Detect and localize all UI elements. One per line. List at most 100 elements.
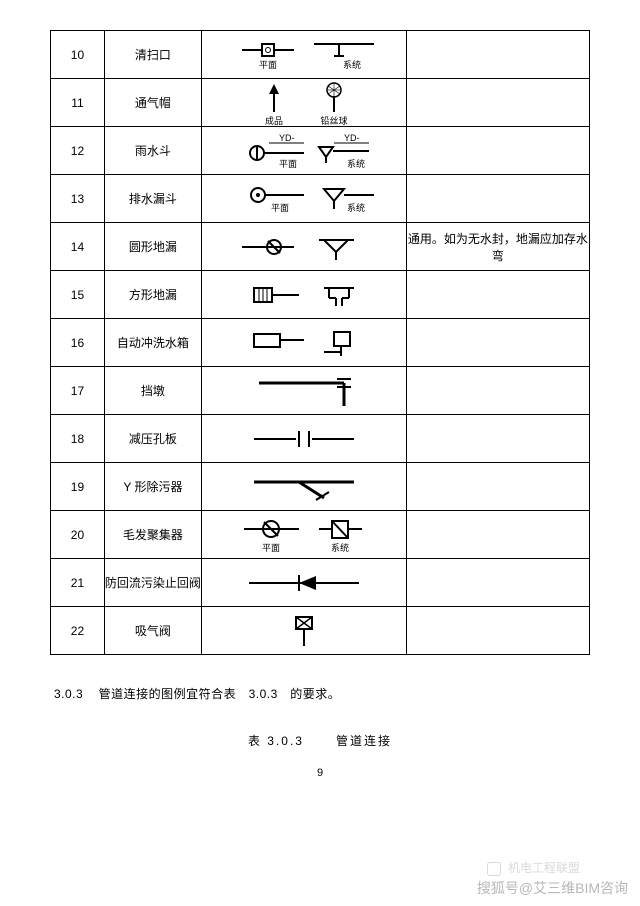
cell-symbol [201, 607, 406, 655]
rain-hopper-icon: YD- 平面 YD- 系统 [219, 129, 389, 173]
table-row: 17 挡墩 [51, 367, 590, 415]
document-page: 10 清扫口 平面 系统 11 通气帽 成品 [0, 0, 640, 779]
table-row: 15 方形地漏 [51, 271, 590, 319]
cell-num: 11 [51, 79, 105, 127]
hair-trap-icon: 平面 系统 [224, 513, 384, 557]
cell-num: 14 [51, 223, 105, 271]
thrust-block-icon [224, 371, 384, 411]
cell-note [406, 175, 589, 223]
auto-flush-tank-icon [224, 324, 384, 362]
vent-cap-icon: 成品 铅丝球 [224, 80, 384, 126]
cell-symbol [201, 319, 406, 367]
drain-funnel-icon: 平面 系统 [224, 179, 384, 219]
table-row: 13 排水漏斗 平面 系统 [51, 175, 590, 223]
cell-note [406, 607, 589, 655]
svg-text:系统: 系统 [343, 59, 361, 70]
cell-symbol [201, 559, 406, 607]
cell-symbol [201, 271, 406, 319]
cell-name: 雨水斗 [104, 127, 201, 175]
square-floor-drain-icon [224, 278, 384, 312]
cell-num: 18 [51, 415, 105, 463]
cell-name: 防回流污染止回阀 [104, 559, 201, 607]
table-row: 20 毛发聚集器 平面 系统 [51, 511, 590, 559]
cell-symbol: 成品 铅丝球 [201, 79, 406, 127]
round-floor-drain-icon [224, 230, 384, 264]
cell-name: 毛发聚集器 [104, 511, 201, 559]
svg-text:平面: 平面 [271, 203, 289, 213]
cell-num: 19 [51, 463, 105, 511]
cell-name: Y 形除污器 [104, 463, 201, 511]
svg-text:YD-: YD- [279, 133, 295, 143]
cell-symbol [201, 463, 406, 511]
cell-symbol [201, 415, 406, 463]
cell-note [406, 271, 589, 319]
table-row: 12 雨水斗 YD- 平面 YD- 系统 [51, 127, 590, 175]
cell-symbol: 平面 系统 [201, 175, 406, 223]
svg-text:系统: 系统 [331, 542, 349, 553]
cell-num: 21 [51, 559, 105, 607]
cell-num: 12 [51, 127, 105, 175]
svg-text:系统: 系统 [347, 202, 365, 213]
table-title-prefix: 表 3.0.3 [248, 734, 304, 748]
table-row: 18 减压孔板 [51, 415, 590, 463]
svg-text:成品: 成品 [265, 115, 283, 126]
cell-num: 15 [51, 271, 105, 319]
table-row: 10 清扫口 平面 系统 [51, 31, 590, 79]
table-title-caption: 管道连接 [336, 734, 392, 748]
cell-symbol: YD- 平面 YD- 系统 [201, 127, 406, 175]
watermark-top: 机电工程联盟 [487, 859, 580, 876]
cell-num: 16 [51, 319, 105, 367]
section-sentence: 管道连接的图例宜符合表 3.0.3 的要求。 [99, 687, 341, 701]
orifice-plate-icon [224, 424, 384, 454]
cell-note [406, 463, 589, 511]
next-table-title: 表 3.0.3 管道连接 [50, 732, 590, 749]
cell-symbol: 平面 系统 [201, 511, 406, 559]
cell-num: 17 [51, 367, 105, 415]
cell-note [406, 31, 589, 79]
cell-note [406, 127, 589, 175]
section-number: 3.0.3 [54, 687, 83, 701]
table-row: 21 防回流污染止回阀 [51, 559, 590, 607]
cell-name: 排水漏斗 [104, 175, 201, 223]
table-row: 16 自动冲洗水箱 [51, 319, 590, 367]
cell-name: 圆形地漏 [104, 223, 201, 271]
cell-symbol [201, 223, 406, 271]
cleanout-icon: 平面 系统 [224, 34, 384, 76]
cell-symbol: 平面 系统 [201, 31, 406, 79]
svg-text:平面: 平面 [259, 60, 277, 70]
cell-name: 通气帽 [104, 79, 201, 127]
watermark-bottom: 搜狐号@艾三维BIM咨询 [477, 878, 628, 898]
table-row: 11 通气帽 成品 铅丝球 [51, 79, 590, 127]
svg-text:YD-: YD- [344, 133, 360, 143]
cell-note [406, 79, 589, 127]
cell-name: 减压孔板 [104, 415, 201, 463]
cell-note [406, 367, 589, 415]
air-admittance-valve-icon [224, 611, 384, 651]
table-row: 19 Y 形除污器 [51, 463, 590, 511]
svg-text:平面: 平面 [279, 159, 297, 169]
cell-name: 清扫口 [104, 31, 201, 79]
cell-note [406, 559, 589, 607]
cell-note [406, 415, 589, 463]
page-number: 9 [50, 767, 590, 779]
cell-name: 挡墩 [104, 367, 201, 415]
y-strainer-icon [224, 470, 384, 504]
cell-name: 自动冲洗水箱 [104, 319, 201, 367]
body-paragraph: 3.0.3 管道连接的图例宜符合表 3.0.3 的要求。 [54, 685, 590, 702]
cell-name: 方形地漏 [104, 271, 201, 319]
svg-text:铅丝球: 铅丝球 [320, 115, 347, 126]
table-row: 22 吸气阀 [51, 607, 590, 655]
table-row: 14 圆形地漏 通用。如为无水封，地漏应加存水弯 [51, 223, 590, 271]
svg-text:系统: 系统 [347, 158, 365, 169]
cell-note: 通用。如为无水封，地漏应加存水弯 [406, 223, 589, 271]
cell-num: 22 [51, 607, 105, 655]
symbols-table: 10 清扫口 平面 系统 11 通气帽 成品 [50, 30, 590, 655]
cell-note [406, 319, 589, 367]
svg-text:平面: 平面 [262, 543, 280, 553]
backflow-preventer-icon [224, 568, 384, 598]
cell-num: 13 [51, 175, 105, 223]
cell-name: 吸气阀 [104, 607, 201, 655]
cell-note [406, 511, 589, 559]
cell-num: 20 [51, 511, 105, 559]
cell-symbol [201, 367, 406, 415]
